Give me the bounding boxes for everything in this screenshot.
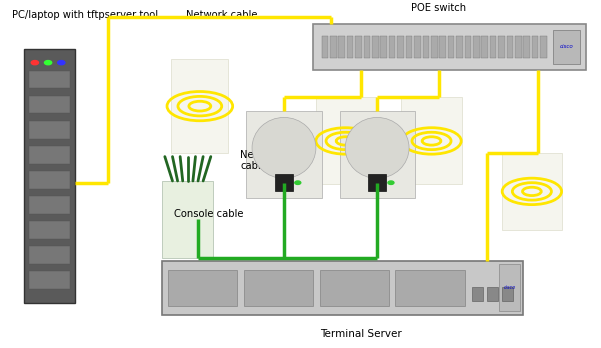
FancyBboxPatch shape: [246, 111, 322, 198]
FancyBboxPatch shape: [473, 36, 480, 58]
FancyBboxPatch shape: [244, 270, 313, 306]
FancyBboxPatch shape: [465, 36, 471, 58]
FancyBboxPatch shape: [448, 36, 454, 58]
FancyBboxPatch shape: [368, 174, 386, 191]
FancyBboxPatch shape: [29, 121, 70, 139]
FancyBboxPatch shape: [29, 271, 70, 289]
FancyBboxPatch shape: [553, 30, 580, 64]
FancyBboxPatch shape: [389, 36, 395, 58]
FancyBboxPatch shape: [490, 36, 496, 58]
FancyBboxPatch shape: [29, 96, 70, 113]
FancyBboxPatch shape: [162, 261, 523, 315]
FancyBboxPatch shape: [499, 264, 520, 311]
FancyBboxPatch shape: [322, 36, 328, 58]
FancyBboxPatch shape: [380, 36, 387, 58]
FancyBboxPatch shape: [29, 196, 70, 214]
Circle shape: [294, 181, 300, 184]
FancyBboxPatch shape: [515, 36, 522, 58]
FancyBboxPatch shape: [507, 36, 513, 58]
FancyBboxPatch shape: [487, 287, 498, 301]
Text: Network POE
cable: Network POE cable: [240, 150, 305, 171]
FancyBboxPatch shape: [540, 36, 547, 58]
FancyBboxPatch shape: [275, 174, 293, 191]
FancyBboxPatch shape: [395, 270, 465, 306]
FancyBboxPatch shape: [168, 270, 237, 306]
Circle shape: [58, 61, 65, 65]
Text: cisco: cisco: [560, 45, 573, 49]
FancyBboxPatch shape: [372, 36, 379, 58]
Text: cisco: cisco: [504, 285, 516, 291]
FancyBboxPatch shape: [320, 270, 389, 306]
FancyBboxPatch shape: [29, 146, 70, 164]
FancyBboxPatch shape: [364, 36, 370, 58]
FancyBboxPatch shape: [340, 111, 415, 198]
FancyBboxPatch shape: [456, 36, 463, 58]
FancyBboxPatch shape: [313, 24, 586, 70]
FancyBboxPatch shape: [472, 287, 483, 301]
FancyBboxPatch shape: [502, 153, 562, 230]
FancyBboxPatch shape: [347, 36, 353, 58]
FancyBboxPatch shape: [338, 36, 345, 58]
FancyBboxPatch shape: [397, 36, 404, 58]
FancyBboxPatch shape: [162, 181, 213, 258]
FancyBboxPatch shape: [481, 36, 488, 58]
FancyBboxPatch shape: [29, 71, 70, 88]
Text: Terminal Server: Terminal Server: [320, 329, 401, 339]
Text: Console cable: Console cable: [174, 209, 244, 219]
FancyBboxPatch shape: [406, 36, 412, 58]
FancyBboxPatch shape: [523, 36, 530, 58]
FancyBboxPatch shape: [330, 36, 337, 58]
Circle shape: [388, 181, 394, 184]
FancyBboxPatch shape: [171, 59, 228, 153]
FancyBboxPatch shape: [502, 287, 513, 301]
Text: PC/laptop with tftpserver tool: PC/laptop with tftpserver tool: [12, 10, 158, 21]
FancyBboxPatch shape: [24, 49, 75, 303]
FancyBboxPatch shape: [414, 36, 421, 58]
FancyBboxPatch shape: [439, 36, 446, 58]
FancyBboxPatch shape: [355, 36, 362, 58]
FancyBboxPatch shape: [423, 36, 429, 58]
FancyBboxPatch shape: [431, 36, 438, 58]
FancyBboxPatch shape: [29, 221, 70, 239]
Ellipse shape: [345, 118, 409, 178]
FancyBboxPatch shape: [316, 97, 376, 184]
FancyBboxPatch shape: [401, 97, 462, 184]
Text: POE switch: POE switch: [411, 3, 466, 14]
FancyBboxPatch shape: [498, 36, 505, 58]
FancyBboxPatch shape: [29, 246, 70, 264]
Circle shape: [44, 61, 52, 65]
Text: Network cable: Network cable: [186, 10, 258, 21]
Circle shape: [31, 61, 38, 65]
FancyBboxPatch shape: [532, 36, 538, 58]
FancyBboxPatch shape: [29, 171, 70, 189]
Ellipse shape: [252, 118, 316, 178]
